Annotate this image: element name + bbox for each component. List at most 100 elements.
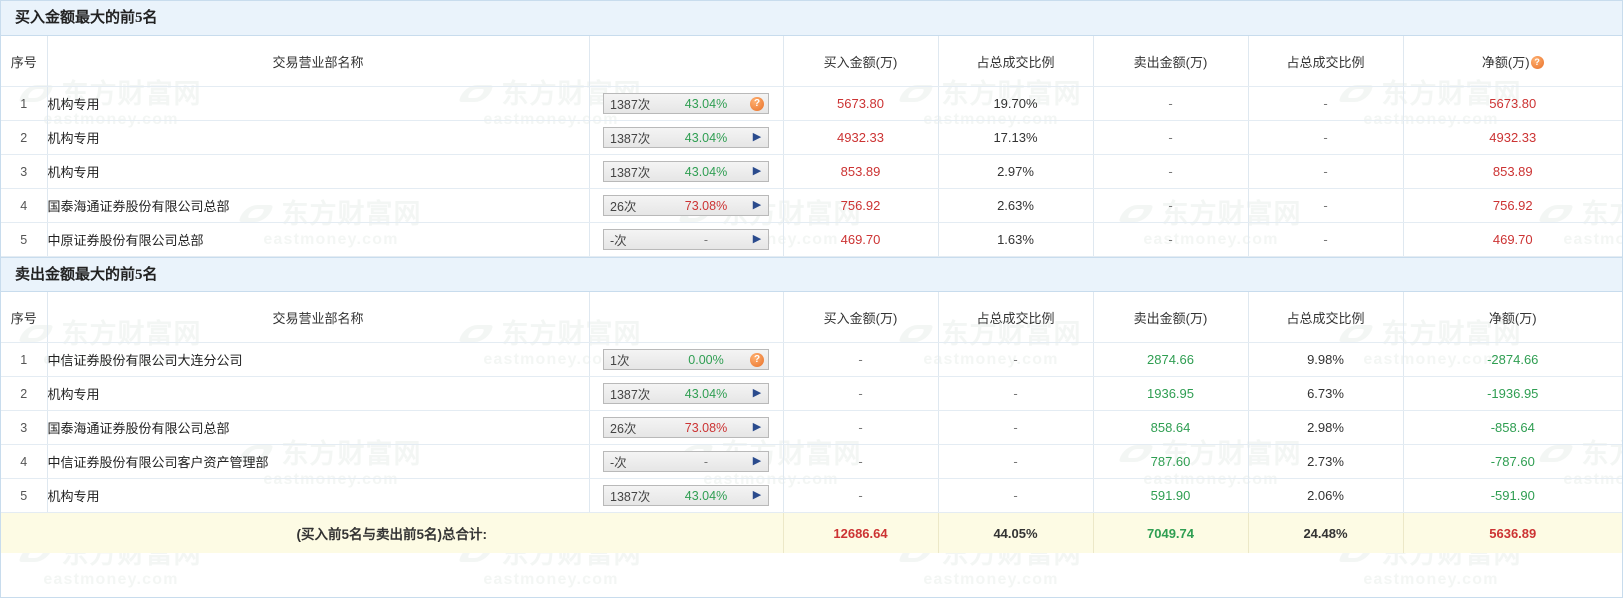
- cell-buy-ratio: 17.13%: [938, 120, 1094, 155]
- cell-value: 853.89: [840, 164, 881, 179]
- sell-section-title: 卖出金额最大的前5名: [1, 257, 1622, 292]
- table-row: 5 机构专用 1387次 43.04% ▶ - -591.90 2.06% -591.90: [1, 478, 1622, 513]
- net-amount-help-icon[interactable]: ?: [1530, 55, 1544, 69]
- cell-sell-amount: 787.60: [1093, 444, 1249, 479]
- cell-net-amount: 756.92: [1403, 188, 1622, 223]
- stat-help-icon[interactable]: ?: [750, 352, 764, 367]
- cell-buy-amount: 4932.33: [783, 120, 939, 155]
- cell-index: 4: [1, 188, 48, 223]
- branch-stat-pill[interactable]: -次 - ▶: [603, 451, 769, 472]
- empty-value: -: [1168, 130, 1173, 145]
- cell-stat: -次 - ▶: [589, 444, 784, 479]
- cell-stat: 1387次 43.04% ▶: [589, 478, 784, 513]
- cell-sell-amount: 858.64: [1093, 410, 1249, 445]
- cell-branch-name[interactable]: 中信证券股份有限公司客户资产管理部: [47, 444, 590, 479]
- cell-stat: -次 - ▶: [589, 222, 784, 257]
- branch-stat-pill[interactable]: 1387次 43.04%?: [603, 93, 769, 114]
- branch-stat-pill[interactable]: 1387次 43.04% ▶: [603, 485, 769, 506]
- stat-count: 1387次: [610, 132, 651, 146]
- stat-percent: 43.04%: [684, 164, 728, 179]
- cell-net-amount: -858.64: [1403, 410, 1622, 445]
- cell-branch-name[interactable]: 机构专用: [47, 478, 590, 513]
- cell-branch-name[interactable]: 机构专用: [47, 376, 590, 411]
- cell-buy-amount: 853.89: [783, 154, 939, 189]
- expand-arrow-icon[interactable]: ▶: [752, 165, 762, 177]
- branch-stat-pill[interactable]: 26次 73.08% ▶: [603, 195, 769, 216]
- empty-value: -: [1168, 232, 1173, 247]
- stat-percent: 43.04%: [684, 96, 728, 111]
- cell-buy-ratio: 2.97%: [938, 154, 1094, 189]
- table-row: 4 中信证券股份有限公司客户资产管理部 -次 - ▶ - -787.60 2.73% -787.…: [1, 444, 1622, 479]
- cell-value: 591.90: [1150, 488, 1191, 503]
- cell-value: -1936.95: [1487, 386, 1539, 401]
- cell-branch-name[interactable]: 机构专用: [47, 120, 590, 155]
- cell-net-amount: 4932.33: [1403, 120, 1622, 155]
- cell-sell-ratio: 6.73%: [1248, 376, 1404, 411]
- cell-sell-ratio: 9.98%: [1248, 342, 1404, 377]
- stat-help-icon[interactable]: ?: [750, 96, 764, 111]
- expand-arrow-icon[interactable]: ▶: [752, 421, 762, 433]
- empty-value: -: [1013, 352, 1018, 367]
- cell-value: 6.73%: [1307, 386, 1344, 401]
- branch-stat-pill[interactable]: 1387次 43.04% ▶: [603, 161, 769, 182]
- cell-value: 12686.64: [833, 525, 888, 541]
- buy-table: 序号 交易营业部名称 买入金额(万) 占总成交比例 卖出金额(万) 占总成交比例…: [1, 36, 1622, 257]
- stat-percent: -: [703, 454, 709, 469]
- table-row: 2 机构专用 1387次 43.04% ▶ - -1936.95 6.73% -1936.95: [1, 376, 1622, 411]
- cell-value: 2.06%: [1307, 488, 1344, 503]
- empty-value: -: [1323, 198, 1328, 213]
- cell-index: 5: [1, 478, 48, 513]
- empty-value: -: [858, 352, 863, 367]
- cell-branch-name[interactable]: 国泰海通证券股份有限公司总部: [47, 410, 590, 445]
- buy-table-body: 1 机构专用 1387次 43.04%? 5673.80 19.70% - -5673.80 2…: [1, 86, 1622, 257]
- cell-branch-name[interactable]: 机构专用: [47, 154, 590, 189]
- cell-value: 787.60: [1150, 454, 1191, 469]
- stat-percent: 73.08%: [684, 198, 728, 213]
- stat-percent: 0.00%: [688, 352, 724, 367]
- panel-content: 买入金额最大的前5名 序号 交易营业部名称 买入金额(万) 占总成交比例 卖出金…: [1, 1, 1622, 553]
- expand-arrow-icon[interactable]: ▶: [752, 131, 762, 143]
- cell-branch-name[interactable]: 机构专用: [47, 86, 590, 121]
- cell-buy-ratio: 19.70%: [938, 86, 1094, 121]
- cell-branch-name[interactable]: 中信证券股份有限公司大连分公司: [47, 342, 590, 377]
- cell-value: 5673.80: [837, 96, 884, 111]
- branch-stat-pill[interactable]: 1387次 43.04% ▶: [603, 127, 769, 148]
- col-header-stat: [589, 292, 784, 343]
- empty-value: -: [1013, 420, 1018, 435]
- stat-percent: 43.04%: [684, 130, 728, 145]
- cell-sell-amount: -: [1093, 120, 1249, 155]
- total-net-amount: 5636.89: [1403, 512, 1622, 553]
- cell-branch-name[interactable]: 中原证券股份有限公司总部: [47, 222, 590, 257]
- cell-branch-name[interactable]: 国泰海通证券股份有限公司总部: [47, 188, 590, 223]
- expand-arrow-icon[interactable]: ▶: [752, 387, 762, 399]
- empty-value: -: [1323, 164, 1328, 179]
- empty-value: -: [1013, 488, 1018, 503]
- col-header-stat: [589, 36, 784, 87]
- branch-stat-pill[interactable]: -次 - ▶: [603, 229, 769, 250]
- cell-buy-ratio: 1.63%: [938, 222, 1094, 257]
- cell-value: 2.97%: [997, 164, 1034, 179]
- expand-arrow-icon[interactable]: ▶: [752, 489, 762, 501]
- empty-value: -: [858, 420, 863, 435]
- cell-index: 4: [1, 444, 48, 479]
- cell-value: 1936.95: [1147, 386, 1194, 401]
- stat-count: 1387次: [610, 98, 651, 112]
- empty-value: -: [1323, 96, 1328, 111]
- expand-arrow-icon[interactable]: ▶: [752, 199, 762, 211]
- table-row: 3 机构专用 1387次 43.04% ▶ 853.89 2.97% - - 853.89: [1, 154, 1622, 189]
- sell-table: 序号 交易营业部名称 买入金额(万) 占总成交比例 卖出金额(万) 占总成交比例…: [1, 292, 1622, 553]
- expand-arrow-icon[interactable]: ▶: [752, 455, 762, 467]
- cell-stat: 1387次 43.04% ▶: [589, 376, 784, 411]
- expand-arrow-icon[interactable]: ▶: [752, 233, 762, 245]
- stat-percent: 43.04%: [684, 386, 728, 401]
- branch-stat-pill[interactable]: 1387次 43.04% ▶: [603, 383, 769, 404]
- stat-count: 1387次: [610, 490, 651, 504]
- cell-value: 24.48%: [1303, 525, 1348, 541]
- cell-value: 469.70: [840, 232, 881, 247]
- col-header-branch: 交易营业部名称: [47, 36, 590, 87]
- cell-net-amount: -591.90: [1403, 478, 1622, 513]
- cell-value: 2874.66: [1147, 352, 1194, 367]
- branch-stat-pill[interactable]: 26次 73.08% ▶: [603, 417, 769, 438]
- branch-stat-pill[interactable]: 1次 0.00%?: [603, 349, 769, 370]
- cell-value: 1.63%: [997, 232, 1034, 247]
